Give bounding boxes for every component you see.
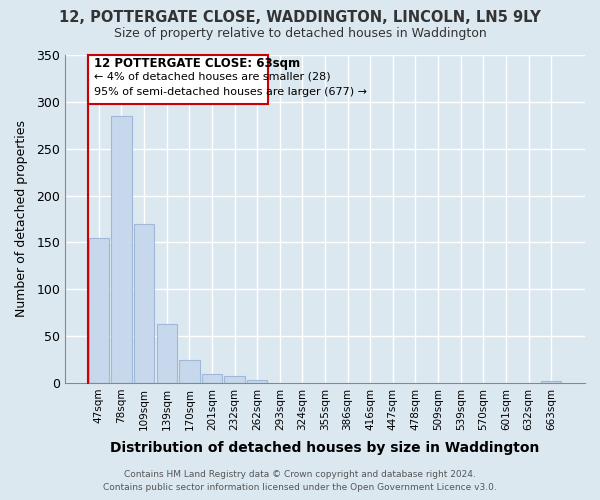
- Bar: [88, 55, 268, 104]
- Text: ← 4% of detached houses are smaller (28): ← 4% of detached houses are smaller (28): [94, 72, 331, 82]
- Bar: [179, 360, 200, 383]
- Text: 12 POTTERGATE CLOSE: 63sqm: 12 POTTERGATE CLOSE: 63sqm: [94, 57, 301, 70]
- Text: Contains HM Land Registry data © Crown copyright and database right 2024.
Contai: Contains HM Land Registry data © Crown c…: [103, 470, 497, 492]
- Bar: [112, 116, 131, 383]
- Bar: [157, 324, 177, 383]
- Bar: [202, 374, 222, 383]
- Bar: [224, 376, 245, 383]
- Text: 95% of semi-detached houses are larger (677) →: 95% of semi-detached houses are larger (…: [94, 87, 367, 97]
- Bar: [89, 238, 109, 383]
- Text: 12, POTTERGATE CLOSE, WADDINGTON, LINCOLN, LN5 9LY: 12, POTTERGATE CLOSE, WADDINGTON, LINCOL…: [59, 10, 541, 25]
- X-axis label: Distribution of detached houses by size in Waddington: Distribution of detached houses by size …: [110, 441, 540, 455]
- Bar: [541, 381, 562, 383]
- Text: Size of property relative to detached houses in Waddington: Size of property relative to detached ho…: [113, 28, 487, 40]
- Bar: [247, 380, 268, 383]
- Bar: [134, 224, 154, 383]
- Y-axis label: Number of detached properties: Number of detached properties: [15, 120, 28, 318]
